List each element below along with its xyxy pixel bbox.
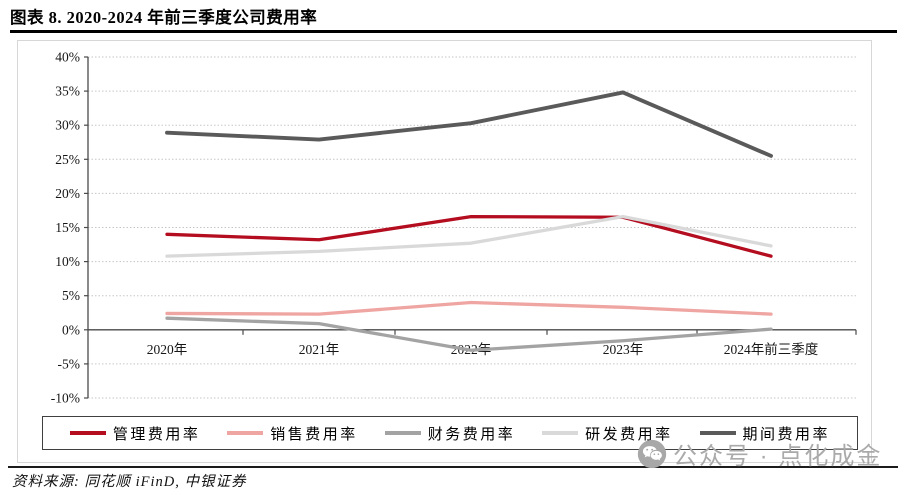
chart-container: 40% 35% 30% 25% 20% 15% 10% 5% 0% -5% -10% 2020年 202…: [17, 40, 872, 463]
legend-swatch-finance: [384, 431, 421, 435]
y-tick-label: 20%: [55, 186, 80, 201]
legend-swatch-period: [699, 431, 736, 435]
legend-label-rnd: 研发费用率: [585, 426, 673, 443]
y-tick-label: 25%: [55, 152, 80, 167]
y-tick-label: 40%: [55, 50, 80, 65]
chart-svg: 40% 35% 30% 25% 20% 15% 10% 5% 0% -5% -10% 2020年 202…: [51, 50, 857, 406]
legend-label-management: 管理费用率: [112, 426, 201, 443]
legend-item-finance: 财务费用率: [384, 423, 516, 444]
y-tick-label: 10%: [55, 254, 80, 269]
y-tick-label: 35%: [55, 84, 80, 99]
legend-label-sales: 销售费用率: [270, 426, 358, 443]
footer-rule: [8, 466, 898, 468]
series-line-finance: [165, 316, 773, 352]
legend-label-period: 期间费用率: [742, 426, 831, 443]
x-category-label: 2023年: [603, 342, 644, 357]
watermark: 公众号 · 点化成金: [637, 436, 882, 471]
series-line-period: [165, 90, 773, 158]
legend-swatch-management: [69, 431, 106, 435]
series-line-management: [165, 214, 773, 258]
x-category-label: 2020年: [147, 342, 188, 357]
y-tick-label: -10%: [51, 391, 80, 406]
series-line-rnd: [165, 214, 773, 258]
legend-label-finance: 财务费用率: [427, 426, 516, 443]
title-underline: [10, 30, 897, 33]
watermark-text: 公众号 · 点化成金: [673, 443, 883, 470]
legend-item-rnd: 研发费用率: [542, 423, 673, 444]
y-tick-label: -5%: [58, 356, 81, 371]
legend-item-sales: 销售费用率: [227, 423, 358, 444]
y-tick-label: 15%: [55, 220, 80, 235]
x-category-label: 2024年前三季度: [724, 341, 819, 357]
wechat-icon: [637, 439, 667, 468]
chart-legend: 管理费用率 销售费用率 财务费用率 研发费用率 期间费用率: [42, 416, 858, 450]
chart-title: 图表 8. 2020-2024 年前三季度公司费用率: [10, 8, 318, 27]
legend-swatch-sales: [227, 431, 264, 435]
legend-item-period: 期间费用率: [699, 423, 831, 444]
y-tick-label: 5%: [62, 288, 80, 303]
x-category-label: 2021年: [299, 342, 340, 357]
source-note: 资料来源: 同花顺 iFinD, 中银证券: [12, 474, 247, 490]
legend-item-management: 管理费用率: [69, 423, 201, 444]
y-tick-label: 30%: [55, 118, 80, 133]
series-line-sales: [165, 300, 773, 316]
legend-swatch-rnd: [542, 431, 579, 435]
y-tick-label: 0%: [62, 322, 80, 337]
